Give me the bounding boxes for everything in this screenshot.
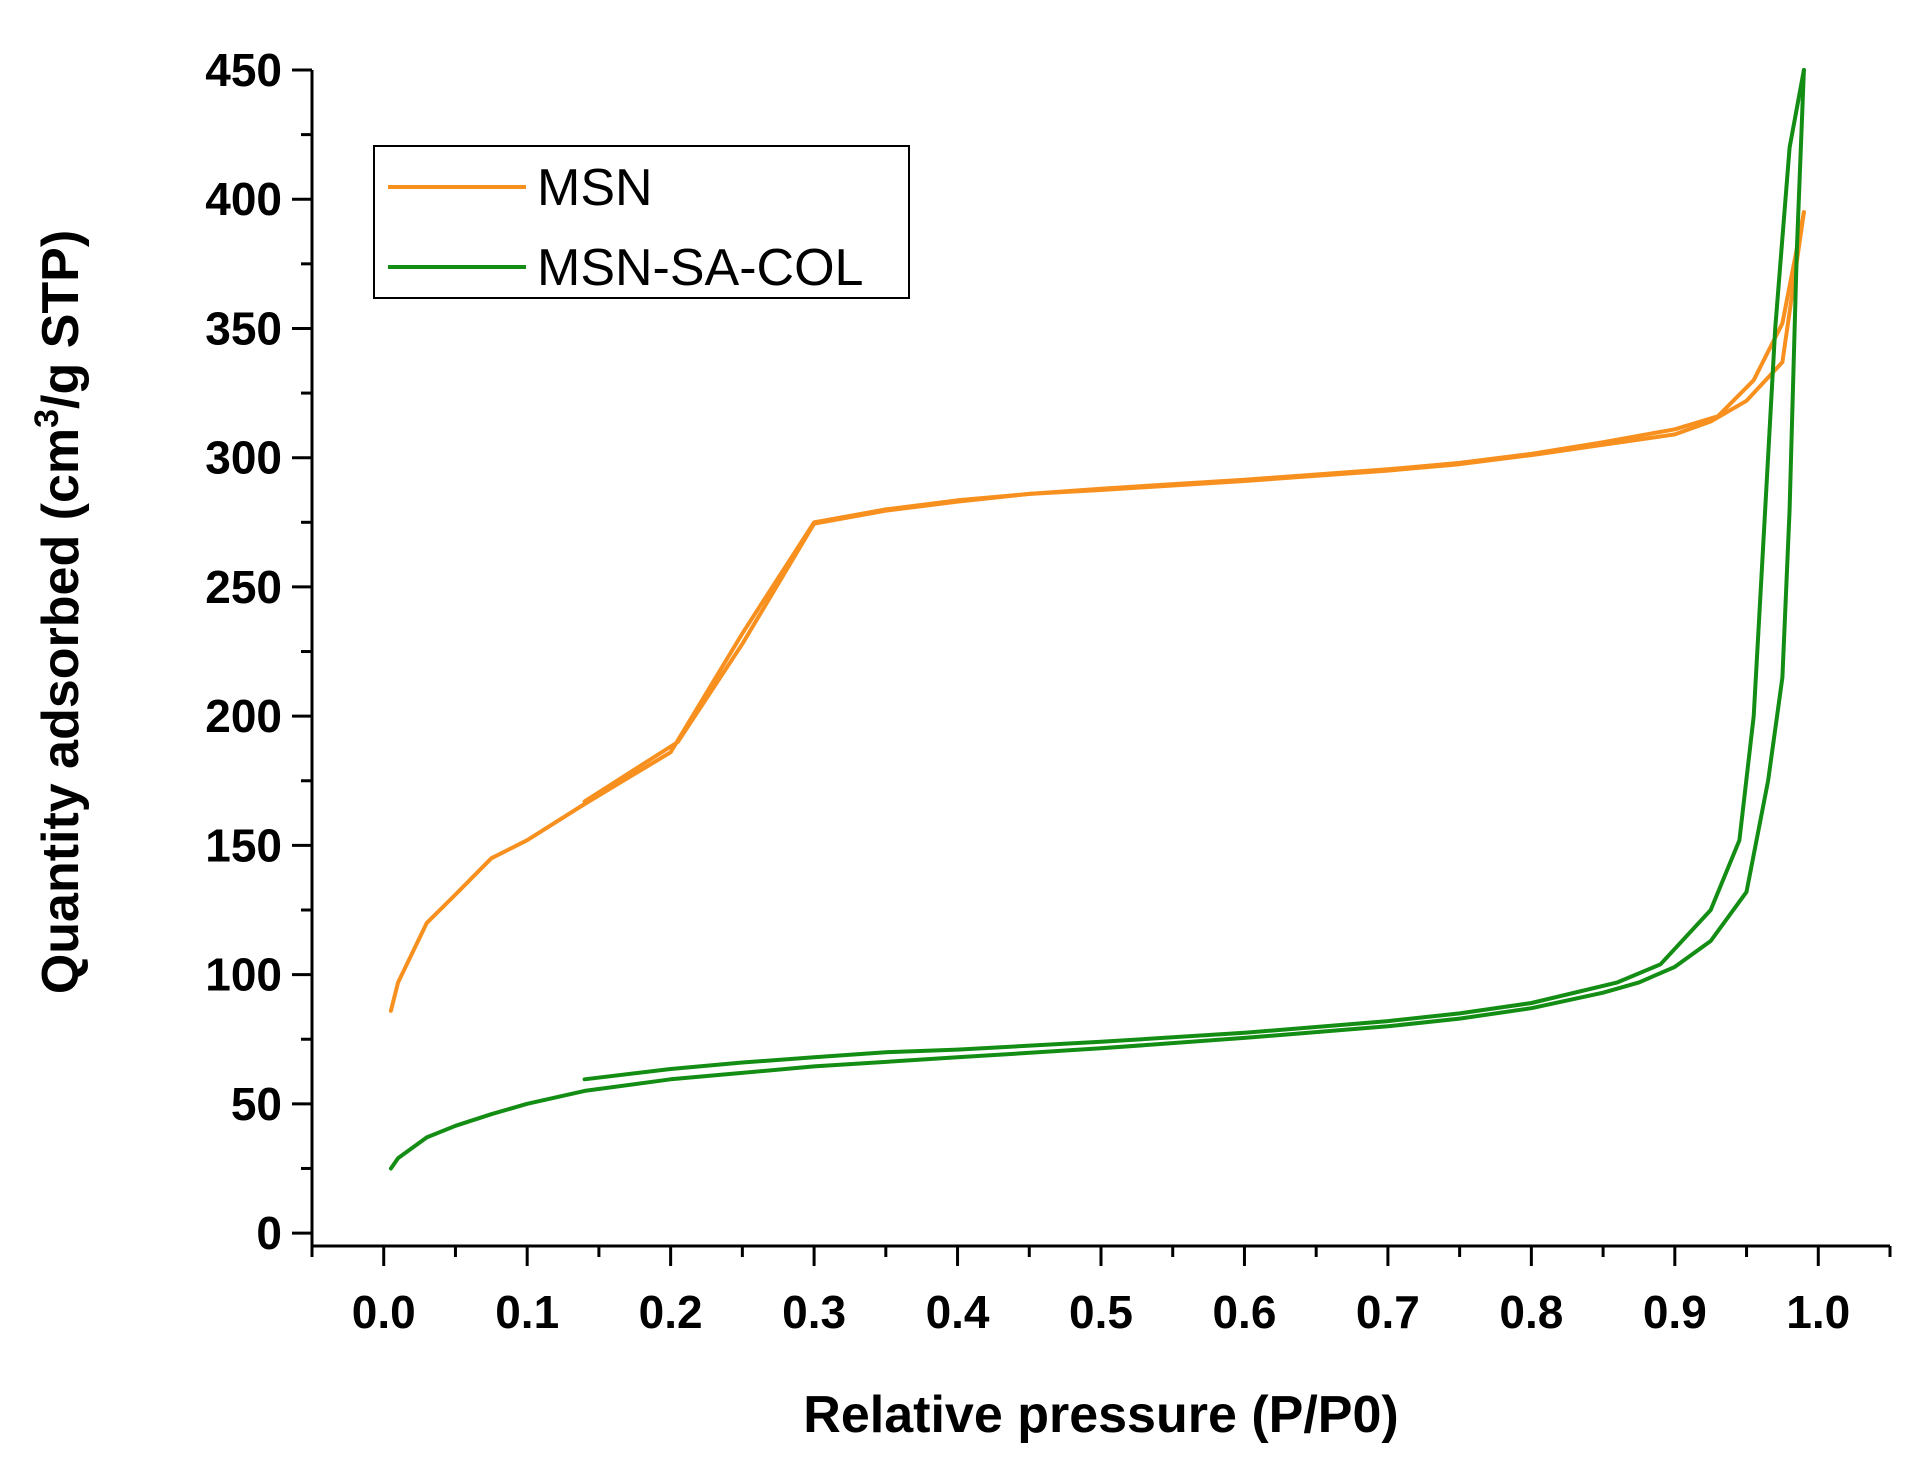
y-tick-label: 50 bbox=[231, 1078, 282, 1130]
x-tick-label: 0.4 bbox=[926, 1286, 990, 1338]
msn-desorption-line bbox=[582, 210, 1806, 804]
x-tick-label: 0.2 bbox=[639, 1286, 703, 1338]
y-tick-label: 450 bbox=[205, 44, 282, 96]
y-tick-label: 0 bbox=[256, 1207, 282, 1259]
legend: MSN MSN-SA-COL bbox=[373, 145, 910, 299]
msn-sa-col-adsorption-line bbox=[388, 68, 1806, 1171]
y-axis-title-superscript: 3 bbox=[28, 409, 66, 428]
x-tick-label: 0.7 bbox=[1356, 1286, 1420, 1338]
axes: 0.0 0.1 0.2 0.3 0.4 0.5 0.6 0.7 0.8 0.9 1.0 0 50 100 1… bbox=[205, 44, 1892, 1338]
x-tick-label: 0.3 bbox=[782, 1286, 846, 1338]
msn-sa-col-desorption-line bbox=[582, 68, 1806, 1082]
series-layer bbox=[388, 68, 1806, 1171]
y-tick-label: 250 bbox=[205, 561, 282, 613]
y-tick-label: 200 bbox=[205, 690, 282, 742]
y-axis-title: Quantity adsorbed (cm3/g STP) bbox=[28, 230, 90, 994]
legend-box bbox=[373, 145, 910, 299]
x-axis-title: Relative pressure (P/P0) bbox=[803, 1386, 1398, 1444]
y-tick-label: 300 bbox=[205, 432, 282, 484]
y-tick-label: 150 bbox=[205, 819, 282, 871]
y-tick-label: 100 bbox=[205, 949, 282, 1001]
y-axis-title-prefix: Quantity adsorbed (cm bbox=[32, 428, 90, 994]
x-tick-label: 0.5 bbox=[1069, 1286, 1133, 1338]
x-tick-label: 0.6 bbox=[1212, 1286, 1276, 1338]
x-tick-label: 0.9 bbox=[1643, 1286, 1707, 1338]
x-tick-label: 1.0 bbox=[1786, 1286, 1850, 1338]
msn-adsorption-line bbox=[388, 210, 1806, 1013]
y-tick-label: 350 bbox=[205, 302, 282, 354]
legend-label-msn-sa-col: MSN-SA-COL bbox=[537, 239, 863, 297]
y-tick-label: 400 bbox=[205, 173, 282, 225]
x-tick-label: 0.0 bbox=[352, 1286, 416, 1338]
legend-label-msn: MSN bbox=[537, 159, 653, 217]
x-tick-label: 0.8 bbox=[1499, 1286, 1563, 1338]
y-axis-title-suffix: /g STP) bbox=[32, 230, 90, 409]
x-tick-label: 0.1 bbox=[495, 1286, 559, 1338]
